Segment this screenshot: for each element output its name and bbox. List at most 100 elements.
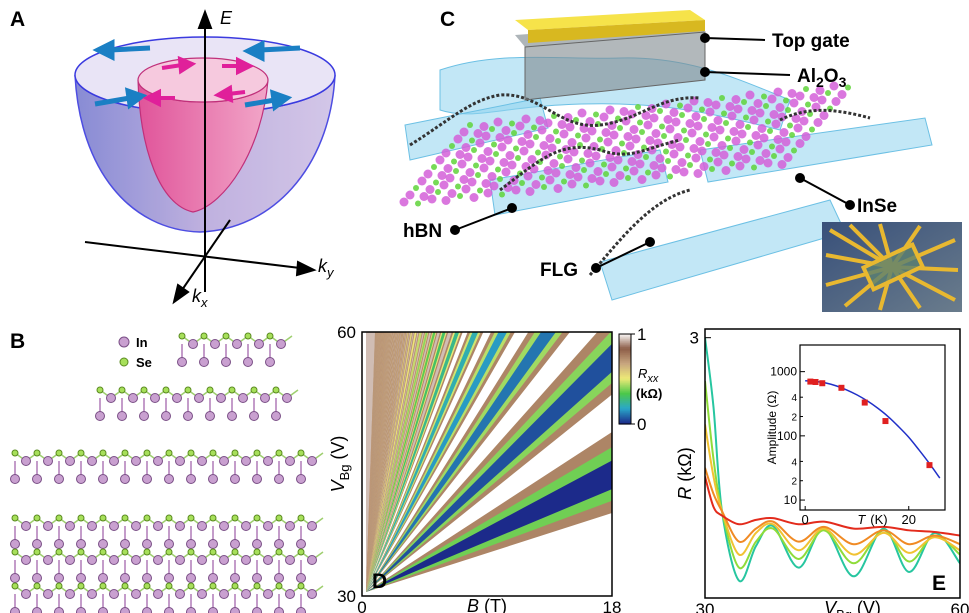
colorbar-tick-label: 1 [637,325,646,344]
lattice-atom [707,157,713,163]
lattice-atom [708,123,717,132]
atom-in [264,590,273,599]
atom-in [200,358,209,367]
lattice-atom [495,167,501,173]
lattice-atom [512,186,521,195]
atom-in [44,457,53,466]
atom-in [88,556,97,565]
atom-se [188,549,194,555]
lattice-atom [460,175,469,184]
lattice-atom [665,158,671,164]
lattice-atom [572,163,581,172]
colorbar-label-part: xx [646,373,659,385]
atom-in [253,475,262,484]
lattice-atom [568,138,577,147]
atom-in [211,340,220,349]
lattice-atom [778,160,787,169]
lattice-atom [710,133,719,142]
atom-in [99,574,108,583]
atom-in [165,608,174,613]
lattice-atom [700,162,709,171]
atom-in [88,522,97,531]
x-tick-label: 20 [902,512,916,527]
atom-se [245,333,251,339]
atom-in [33,475,42,484]
atom-se [207,387,213,393]
atom-se [210,450,216,456]
atom-in [242,522,251,531]
lattice-atom [747,140,753,146]
lattice-atom [546,176,555,185]
lattice-atom [767,128,773,134]
atom-se [254,583,260,589]
panel-a: A E ky kx [10,8,335,310]
lattice-atom [532,180,541,189]
atom-in [107,394,116,403]
axis-label-sub: y [326,265,335,280]
atom-se [144,549,150,555]
lattice-atom [688,129,697,138]
atom-in [176,522,185,531]
lattice-atom [772,120,781,129]
atom-in [55,574,64,583]
lattice-atom [637,120,643,126]
lattice-atom [732,95,741,104]
data-point [807,379,813,385]
atom-se [34,450,40,456]
atom-se [78,549,84,555]
lattice-atom [446,174,455,183]
atom-in [187,475,196,484]
atom-in [165,574,174,583]
colorbar-label: Rxx [638,366,659,385]
panel-label: A [10,8,25,31]
atom-se [276,549,282,555]
lattice-atom [703,132,709,138]
atom-in [55,475,64,484]
atom-in [253,608,262,613]
callout: hBN [403,221,442,242]
lattice-atom [586,159,595,168]
atom-in [154,556,163,565]
lattice-atom [754,141,763,150]
atom-in [264,522,273,531]
atom-in [231,574,240,583]
atom-in [297,608,306,613]
atom-se [119,387,125,393]
atom-in [233,340,242,349]
callout: Al2O3 [797,66,847,90]
lattice-atom [727,145,733,151]
lattice-atom [480,164,489,173]
axis-label: T(K) [857,512,887,527]
lattice-atom [415,201,421,207]
lattice-atom [663,149,669,155]
atom-in [88,457,97,466]
atom-se [254,549,260,555]
lattice-atom [497,176,503,182]
atom-in [231,475,240,484]
axis-label-part: Bg [836,607,852,613]
y-tick-label: 1000 [770,365,797,379]
lattice-atom [583,183,589,189]
lattice-atom [490,182,499,191]
lattice-atom [473,163,479,169]
atom-in [220,522,229,531]
axis-label-part: (K) [870,512,887,527]
atom-se [251,387,257,393]
lattice-atom [741,99,747,105]
lattice-atom [672,165,681,174]
lattice-atom [491,142,497,148]
lattice-atom [760,134,769,143]
axis-label-part: (kΩ) [675,447,695,481]
lattice-atom [594,167,603,176]
lattice-atom [656,154,665,163]
y-tick-label: 30 [337,587,356,606]
atom-in [244,358,253,367]
lattice-atom [588,127,597,136]
atom-in [195,394,204,403]
atom-in [231,608,240,613]
atom-se [179,333,185,339]
lattice-atom [642,111,651,120]
lattice-atom [716,126,725,135]
lattice-atom [601,162,607,168]
lattice-atom [457,193,463,199]
